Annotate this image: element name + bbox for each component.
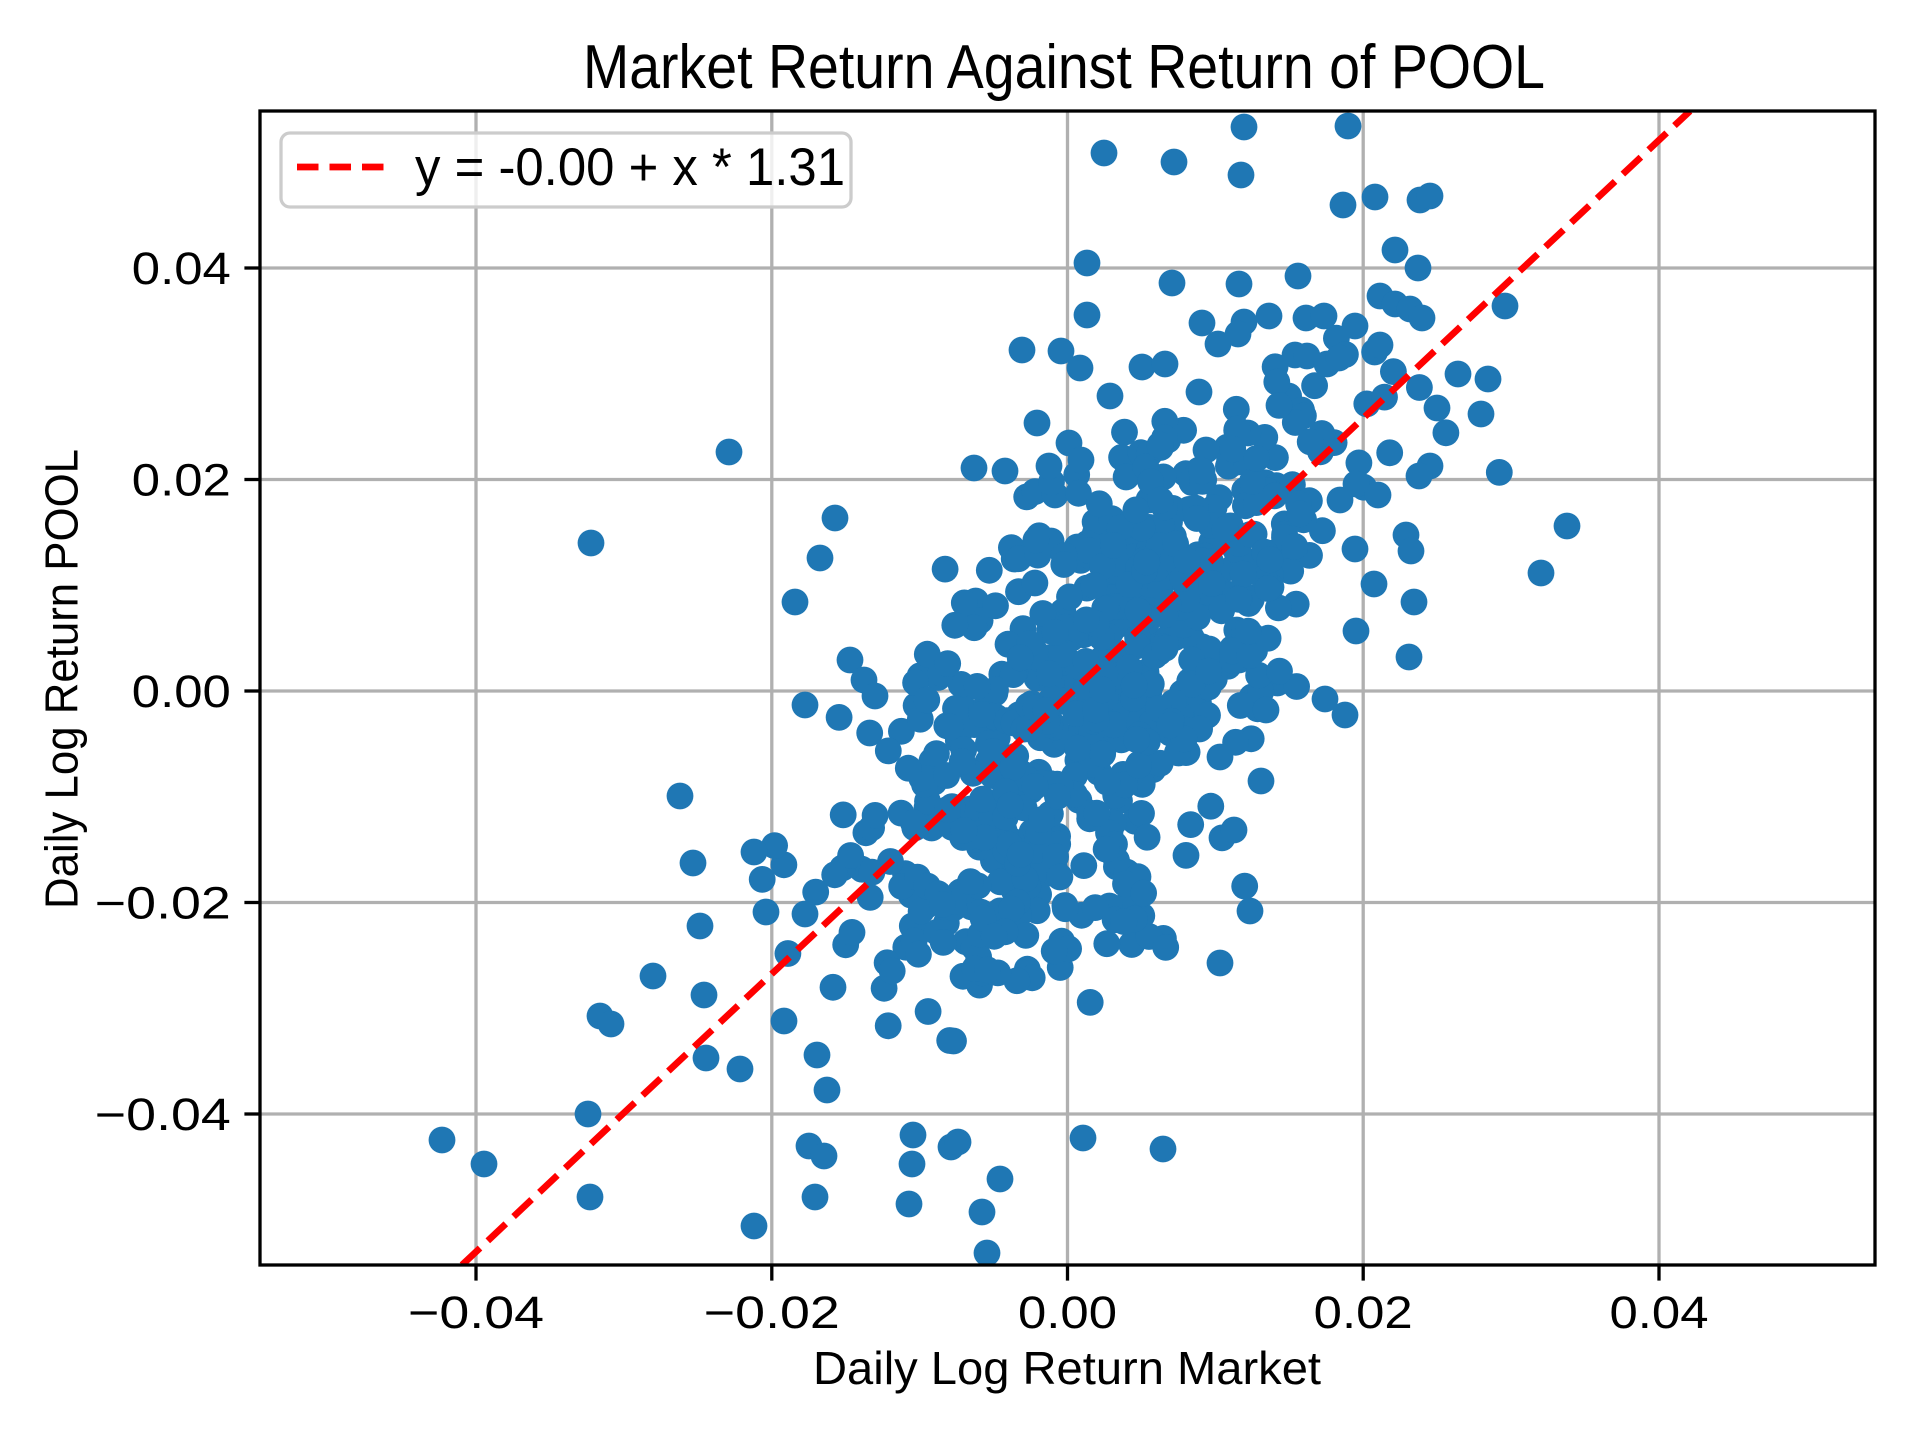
svg-text:0.04: 0.04 [132, 243, 231, 294]
svg-text:Daily Log Return Market: Daily Log Return Market [813, 1342, 1321, 1394]
svg-text:−0.02: −0.02 [704, 1287, 840, 1338]
svg-text:0.04: 0.04 [1610, 1287, 1709, 1338]
svg-text:0.02: 0.02 [1314, 1287, 1413, 1338]
svg-text:y = -0.00 + x * 1.31: y = -0.00 + x * 1.31 [415, 138, 845, 197]
svg-text:−0.04: −0.04 [408, 1287, 544, 1338]
svg-text:−0.02: −0.02 [95, 878, 231, 929]
svg-text:−0.04: −0.04 [95, 1089, 231, 1140]
svg-text:Market Return Against Return o: Market Return Against Return of POOL [583, 33, 1545, 102]
svg-text:0.00: 0.00 [132, 666, 231, 717]
svg-text:Daily Log Return POOL: Daily Log Return POOL [36, 449, 88, 909]
svg-text:0.00: 0.00 [1018, 1287, 1117, 1338]
svg-text:0.02: 0.02 [132, 455, 231, 506]
